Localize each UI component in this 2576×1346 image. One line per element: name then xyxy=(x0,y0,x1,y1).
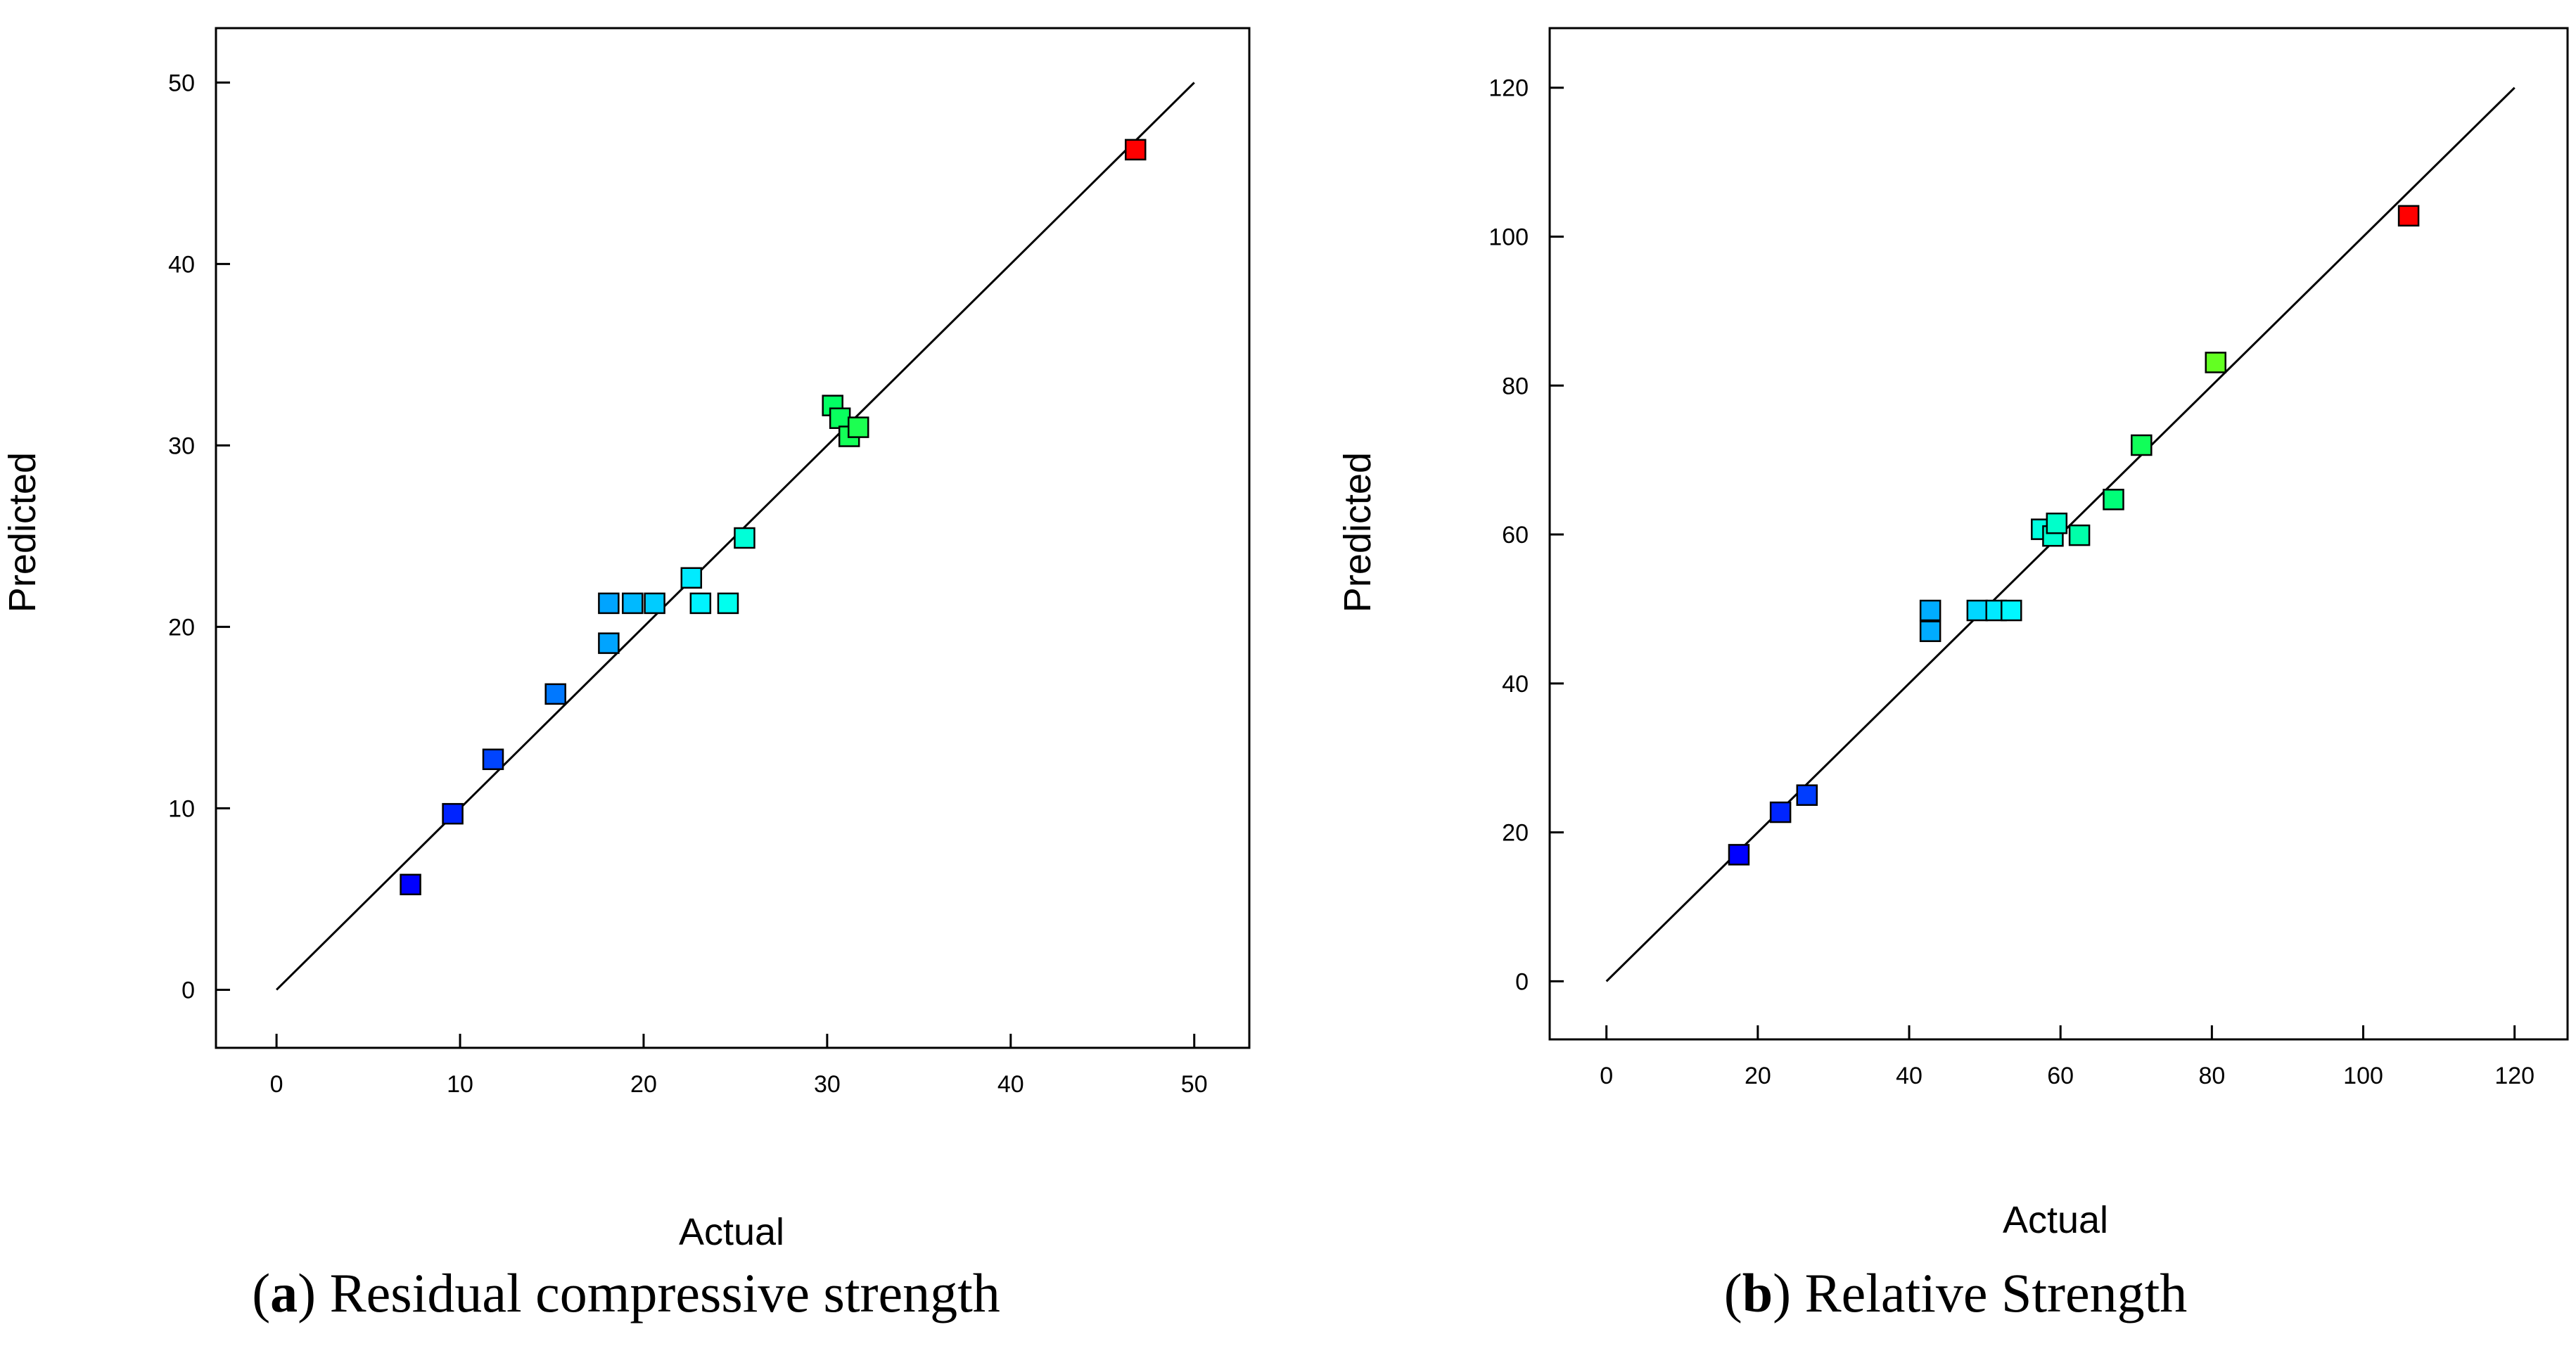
data-point xyxy=(829,407,851,429)
x-axis-title: Actual xyxy=(679,1211,784,1253)
x-tick-label: 60 xyxy=(2047,1063,2074,1089)
x-tick-label: 20 xyxy=(1745,1063,1771,1089)
x-tick-label: 100 xyxy=(2343,1063,2383,1089)
y-tick-label: 20 xyxy=(1502,820,1529,847)
x-tick-label: 50 xyxy=(1181,1071,1208,1098)
y-tick-label: 40 xyxy=(168,251,195,278)
y-tick-label: 60 xyxy=(1502,522,1529,549)
chart-panel-a: 0 10 20 30 40 50 0 10 20 30 40 50 Predicted Actual (a)… xyxy=(1,27,1251,1323)
data-point xyxy=(644,592,665,615)
y-tick-label: 30 xyxy=(168,432,195,459)
y-tick-label: 50 xyxy=(168,70,195,96)
x-tick-label: 120 xyxy=(2494,1063,2534,1089)
data-point xyxy=(544,683,566,705)
chart-caption: (a) Residual compressive strength xyxy=(252,1262,1000,1323)
data-point xyxy=(1124,139,1147,161)
data-point xyxy=(1919,620,1941,642)
y-tick-label: 80 xyxy=(1502,373,1529,399)
data-point xyxy=(2001,599,2022,622)
data-point xyxy=(689,592,712,615)
caption-paren-open: ( xyxy=(1724,1262,1742,1323)
y-tick-label: 20 xyxy=(168,614,195,641)
y-tick-label: 100 xyxy=(1488,224,1529,250)
x-tick-label: 0 xyxy=(1600,1063,1613,1089)
data-point xyxy=(847,416,869,438)
x-tick-label: 30 xyxy=(814,1071,841,1098)
y-tick-label: 40 xyxy=(1502,671,1529,698)
x-tick-label: 40 xyxy=(1896,1063,1923,1089)
x-tick-label: 0 xyxy=(270,1071,283,1098)
chart-panel-b: 0 20 40 60 80 100 120 0 20 40 60 80 100 120 Predicted A… xyxy=(1337,27,2569,1323)
data-point xyxy=(622,592,644,615)
y-axis-title: Predicted xyxy=(1337,452,1379,613)
data-point xyxy=(400,873,421,896)
caption-letter: b xyxy=(1742,1262,1773,1323)
data-point xyxy=(680,567,703,589)
data-point xyxy=(2046,512,2068,534)
caption-letter: a xyxy=(270,1262,298,1323)
x-tick-label: 80 xyxy=(2198,1063,2225,1089)
data-point xyxy=(2068,524,2091,546)
x-tick-label: 20 xyxy=(630,1071,657,1098)
data-point xyxy=(482,748,504,771)
data-point xyxy=(1796,784,1818,806)
y-tick-label: 10 xyxy=(168,795,195,822)
y-tick-label: 120 xyxy=(1488,75,1529,102)
chart-caption: (b) Relative Strength xyxy=(1724,1262,2188,1323)
data-point xyxy=(2103,489,2124,511)
caption-paren-close: ) xyxy=(298,1262,329,1323)
y-tick-label: 0 xyxy=(181,977,195,1004)
data-point xyxy=(1728,844,1750,866)
caption-paren-close: ) xyxy=(1773,1262,1804,1323)
data-point xyxy=(598,592,620,615)
data-point xyxy=(2397,205,2420,227)
y-axis-title: Predicted xyxy=(1,452,44,613)
x-tick-label: 10 xyxy=(447,1071,473,1098)
data-point xyxy=(2205,352,2226,373)
x-tick-label: 40 xyxy=(997,1071,1024,1098)
plot-frame xyxy=(215,27,1251,1049)
caption-text: Relative Strength xyxy=(1805,1262,2188,1323)
y-tick-label: 0 xyxy=(1515,968,1529,995)
caption-paren-open: ( xyxy=(252,1262,270,1323)
caption-text: Residual compressive strength xyxy=(330,1262,1000,1323)
data-point xyxy=(734,527,755,549)
data-point xyxy=(1769,801,1792,823)
x-axis-title: Actual xyxy=(2003,1199,2108,1241)
data-point xyxy=(717,592,739,615)
data-point xyxy=(442,802,464,825)
data-point xyxy=(1919,599,1941,622)
data-point xyxy=(598,632,620,654)
data-point xyxy=(1966,599,1989,622)
data-point xyxy=(2131,434,2153,456)
